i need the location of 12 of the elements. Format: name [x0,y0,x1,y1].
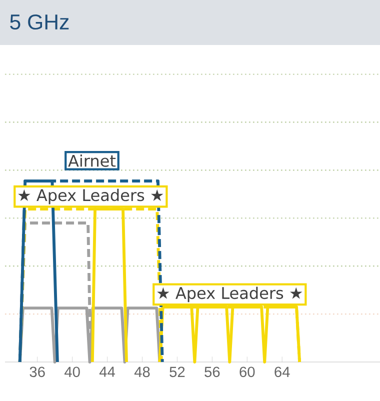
x-tick-label: 48 [134,366,150,378]
x-tick-label: 36 [30,366,45,378]
chart-title: 5 GHz [10,14,69,30]
series-label: Airnet [68,154,116,167]
x-tick-label: 64 [274,366,290,378]
x-tick-label: 56 [204,366,220,378]
x-tick-label: 40 [64,366,80,378]
x-tick-label: 52 [170,366,185,378]
x-tick-label: 44 [99,366,115,377]
x-tick-label: 60 [240,366,255,378]
series-label: ★ Apex Leaders ★ [157,286,302,302]
series-label: ★ Apex Leaders ★ [18,188,164,204]
